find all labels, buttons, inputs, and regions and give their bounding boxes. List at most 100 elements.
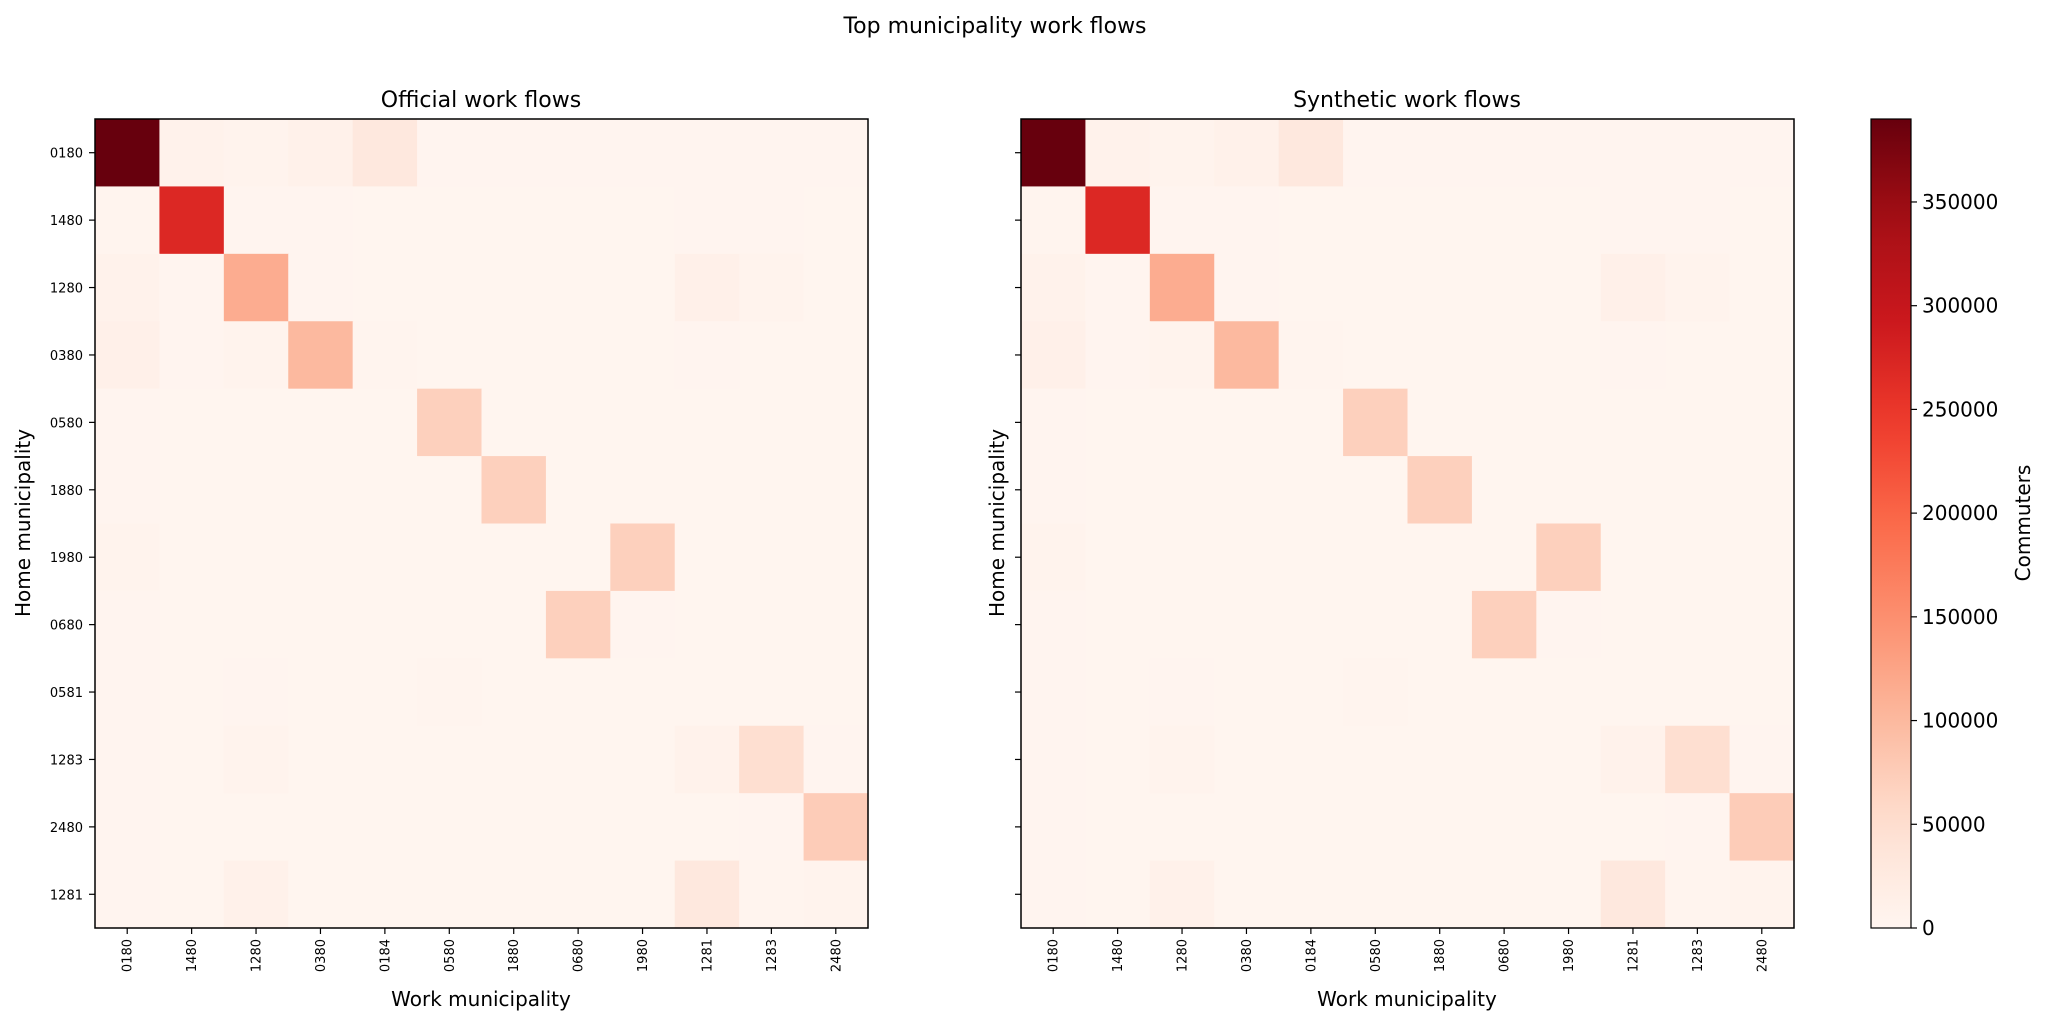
heatmap-cell <box>1149 253 1215 322</box>
x-tick-label: 1281 <box>700 939 715 972</box>
heatmap-cell <box>223 253 289 322</box>
heatmap-cell <box>674 523 740 592</box>
heatmap-cell <box>545 388 611 457</box>
heatmap-cell <box>674 793 740 862</box>
heatmap-cell <box>1214 590 1280 659</box>
heatmap-cell <box>481 860 547 929</box>
x-tick-label: 0580 <box>1369 939 1384 972</box>
heatmap-cell <box>288 793 354 862</box>
heatmap-cell <box>1471 456 1537 525</box>
heatmap-official: Official work flows 0180 1480 1280 0380 0184… <box>11 88 869 1011</box>
heatmap-cell <box>1729 793 1795 862</box>
heatmap-cell <box>352 590 418 659</box>
heatmap-cell <box>1536 725 1602 794</box>
heatmap-cell <box>1085 725 1151 794</box>
heatmap-cell <box>417 523 483 592</box>
heatmap-cell <box>1471 523 1537 592</box>
heatmap-cell <box>610 388 676 457</box>
heatmap-cell <box>159 321 225 390</box>
heatmap-cell <box>1149 590 1215 659</box>
heatmap-cell <box>288 860 354 929</box>
x-tick-label: 0380 <box>1240 939 1255 972</box>
heatmap-cell <box>803 119 869 188</box>
x-tick-label: 0580 <box>443 939 458 972</box>
x-tick-label: 1480 <box>1111 939 1126 972</box>
heatmap-cell <box>1214 253 1280 322</box>
heatmap-cell <box>417 186 483 255</box>
y-tick-label: 1880 <box>50 484 83 499</box>
heatmap-cell <box>223 523 289 592</box>
heatmap-cell <box>159 253 225 322</box>
heatmap-official-yticks: 0180 1480 1280 0380 0580 1880 1980 0680 0581 1283… <box>50 147 95 903</box>
heatmap-cell <box>1149 388 1215 457</box>
colorbar-tick-label: 100000 <box>1922 709 1998 733</box>
colorbar: 0 50000 100000 150000 200000 250000 300000 3500… <box>1870 118 2035 940</box>
heatmap-cell <box>1407 793 1473 862</box>
heatmap-cell <box>545 456 611 525</box>
heatmap-cell <box>1278 793 1344 862</box>
heatmap-cell <box>1600 523 1666 592</box>
x-tick-label: 1480 <box>185 939 200 972</box>
heatmap-cell <box>223 590 289 659</box>
heatmap-cell <box>288 119 354 188</box>
heatmap-cell <box>803 388 869 457</box>
heatmap-cell <box>1149 860 1215 929</box>
heatmap-cell <box>1407 186 1473 255</box>
heatmap-cell <box>288 388 354 457</box>
x-tick-label: 0380 <box>314 939 329 972</box>
heatmap-official-title: Official work flows <box>381 88 581 113</box>
heatmap-cell <box>1021 321 1087 390</box>
heatmap-cell <box>95 253 161 322</box>
heatmap-cell <box>1085 590 1151 659</box>
heatmap-cell <box>674 388 740 457</box>
heatmap-cell <box>610 725 676 794</box>
heatmap-cell <box>95 119 161 188</box>
heatmap-cell <box>1729 253 1795 322</box>
heatmap-cell <box>159 590 225 659</box>
x-tick-label: 0680 <box>1498 939 1513 972</box>
heatmap-cell <box>481 388 547 457</box>
heatmap-cell <box>1600 860 1666 929</box>
heatmap-cell <box>739 793 805 862</box>
heatmap-cell <box>803 523 869 592</box>
heatmap-cell <box>95 590 161 659</box>
heatmap-cell <box>481 658 547 727</box>
heatmap-cell <box>739 119 805 188</box>
heatmap-cell <box>288 253 354 322</box>
heatmap-cell <box>288 321 354 390</box>
heatmap-cell <box>545 523 611 592</box>
heatmap-cell <box>1600 658 1666 727</box>
heatmap-cell <box>1471 388 1537 457</box>
heatmap-synthetic-ylabel: Home municipality <box>985 429 1009 617</box>
heatmap-synthetic-xticks: 0180 1480 1280 0380 0184 0580 1880 0680 1980 1281… <box>1047 928 1770 972</box>
heatmap-cell <box>352 456 418 525</box>
heatmap-cell <box>417 590 483 659</box>
heatmap-cell <box>288 523 354 592</box>
y-tick-label: 0680 <box>50 619 83 634</box>
heatmap-cell <box>1343 658 1409 727</box>
heatmap-cell <box>1665 321 1731 390</box>
colorbar-tick-label: 50000 <box>1922 812 1986 836</box>
heatmap-cell <box>481 793 547 862</box>
heatmap-cell <box>739 590 805 659</box>
heatmap-cell <box>1085 860 1151 929</box>
heatmap-cell <box>739 456 805 525</box>
y-tick-label: 1480 <box>50 214 83 229</box>
heatmap-cell <box>1085 456 1151 525</box>
heatmap-cell <box>1665 590 1731 659</box>
heatmap-cell <box>1343 456 1409 525</box>
heatmap-cell <box>1471 119 1537 188</box>
y-tick-label: 1283 <box>50 753 83 768</box>
heatmap-cell <box>288 186 354 255</box>
heatmap-cell <box>674 590 740 659</box>
heatmap-cell <box>1600 725 1666 794</box>
heatmap-cell <box>159 456 225 525</box>
heatmap-cell <box>1021 590 1087 659</box>
heatmap-cell <box>223 725 289 794</box>
heatmap-cell <box>1665 119 1731 188</box>
heatmap-cell <box>417 456 483 525</box>
heatmap-cell <box>803 186 869 255</box>
heatmap-cell <box>545 119 611 188</box>
heatmap-synthetic-xlabel: Work municipality <box>1317 987 1497 1011</box>
heatmap-cell <box>223 456 289 525</box>
